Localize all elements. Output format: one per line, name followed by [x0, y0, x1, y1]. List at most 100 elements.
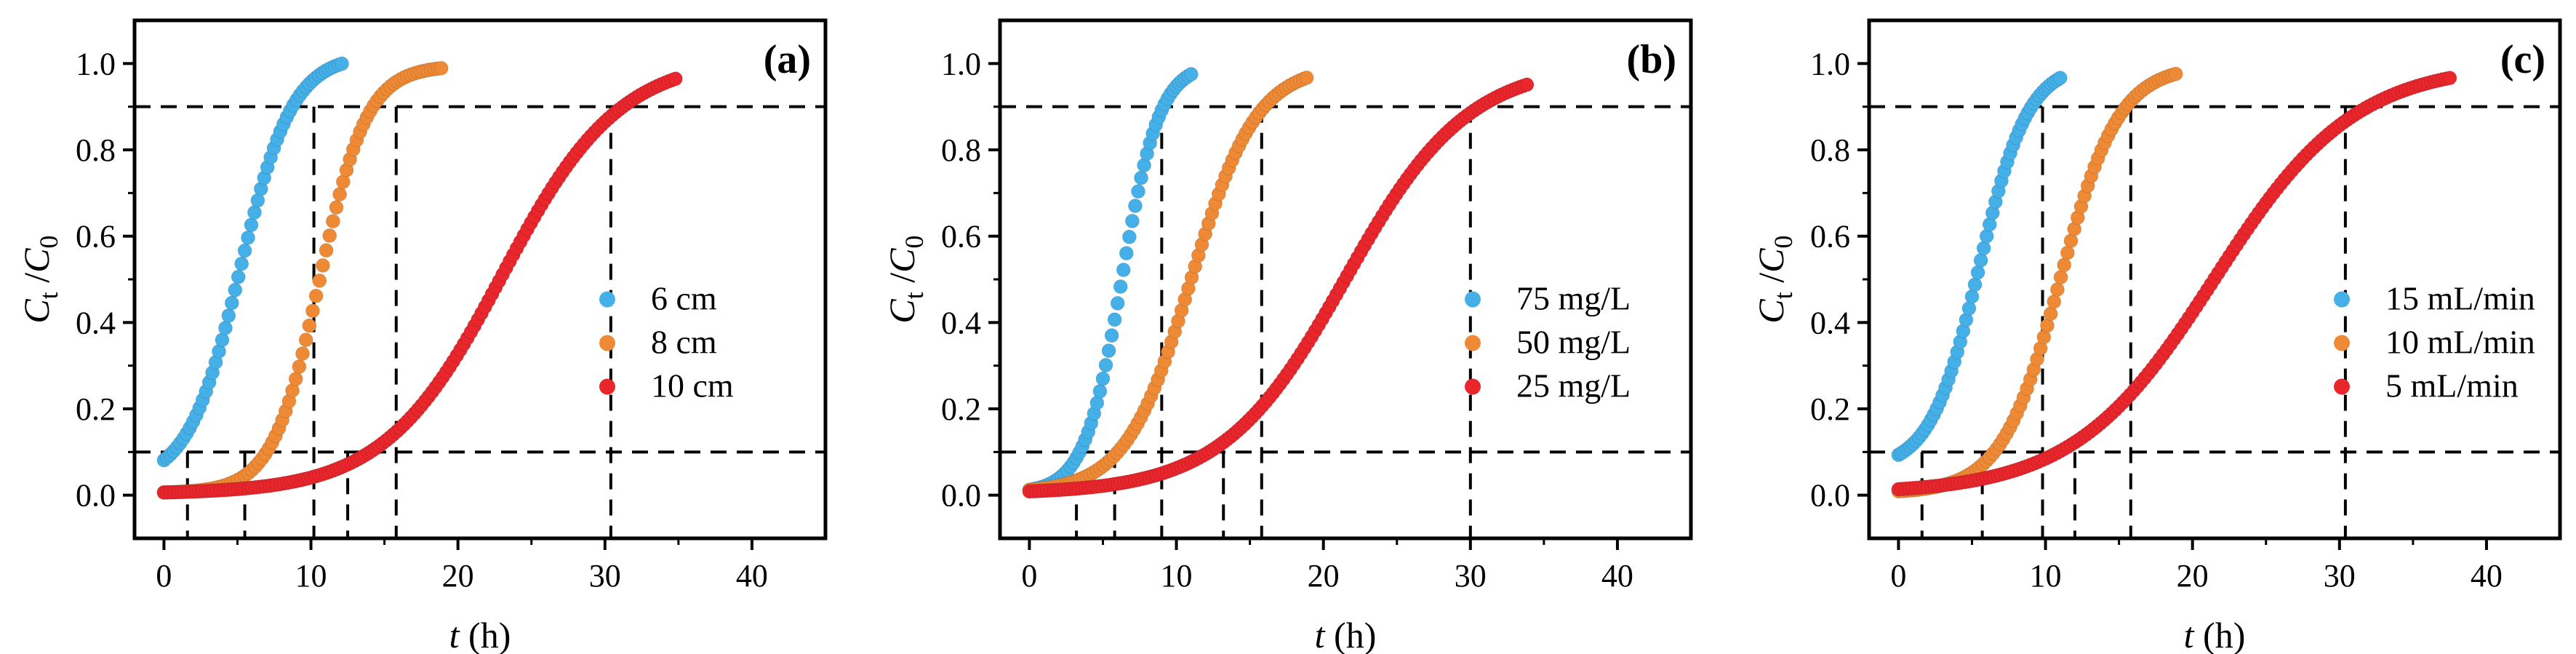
data-point — [1107, 312, 1122, 327]
x-axis-variable: t — [449, 615, 460, 654]
y-axis-variable: C — [881, 299, 922, 324]
x-tick-label: 0 — [1021, 558, 1037, 594]
x-tick-label: 30 — [1455, 558, 1487, 594]
y-tick-label: 0.2 — [941, 391, 981, 427]
legend-marker — [1465, 378, 1481, 395]
legend-label: 15 mL/min — [2385, 280, 2535, 317]
y-axis-subscript-t: t — [34, 292, 63, 299]
x-tick-label: 0 — [156, 558, 172, 594]
y-tick-label: 0.6 — [76, 219, 116, 255]
data-point — [1121, 229, 1137, 244]
data-point — [224, 295, 239, 311]
data-point — [1127, 198, 1143, 213]
data-point — [308, 288, 324, 303]
data-point — [2057, 258, 2072, 273]
y-axis-subscript-0: 0 — [1769, 235, 1798, 248]
legend-label: 25 mg/L — [1516, 367, 1631, 404]
x-tick-label: 20 — [1308, 558, 1340, 594]
x-tick-label: 0 — [1890, 558, 1906, 594]
data-point — [1131, 184, 1145, 199]
series-6-cm — [156, 56, 349, 468]
x-tick-label: 40 — [2471, 558, 2503, 594]
data-point — [1124, 213, 1140, 228]
data-point — [1095, 371, 1111, 386]
y-tick-label: 1.0 — [1810, 46, 1850, 81]
y-tick-label: 0.8 — [76, 132, 116, 168]
legend-label: 75 mg/L — [1516, 280, 1631, 317]
series-50-mg-l — [1022, 70, 1314, 498]
y-tick-label: 0.6 — [941, 219, 981, 255]
y-axis-variable-2: C — [881, 248, 922, 273]
data-point — [433, 60, 449, 76]
data-point — [247, 205, 262, 220]
legend-label: 8 cm — [651, 324, 717, 361]
data-point — [1098, 357, 1113, 372]
data-point — [2168, 66, 2183, 81]
data-point — [231, 269, 246, 284]
data-point — [668, 71, 683, 87]
y-tick-label: 0.8 — [941, 132, 981, 168]
data-point — [305, 303, 320, 319]
legend-label: 6 cm — [651, 280, 717, 317]
data-point — [1299, 70, 1314, 85]
x-tick-label: 20 — [2177, 558, 2209, 594]
y-tick-label: 0.0 — [941, 478, 981, 514]
legend: 6 cm 8 cm 10 cm — [599, 280, 734, 404]
y-tick-label: 0.4 — [76, 305, 116, 340]
data-point — [1113, 279, 1128, 295]
panel-label: (b) — [1627, 37, 1676, 82]
legend-marker — [599, 335, 615, 351]
data-point — [1116, 263, 1131, 278]
legend-marker — [2334, 335, 2350, 351]
x-tick-label: 30 — [589, 558, 621, 594]
y-axis-subscript-0: 0 — [900, 235, 929, 248]
y-tick-label: 0.6 — [1810, 219, 1850, 255]
data-point — [1976, 241, 1991, 256]
x-axis-unit: (h) — [1325, 615, 1377, 654]
data-point — [319, 243, 334, 258]
data-point — [1183, 67, 1199, 82]
data-point — [1104, 328, 1119, 343]
data-point — [1110, 295, 1125, 311]
legend-label: 50 mg/L — [1516, 324, 1631, 361]
x-axis-variable: t — [1315, 615, 1326, 654]
data-point — [335, 56, 349, 71]
data-point — [2047, 294, 2062, 309]
x-axis-title: t (h) — [449, 615, 511, 654]
y-tick-label: 0.4 — [941, 305, 981, 340]
series-10-cm — [156, 71, 683, 500]
x-tick-label: 20 — [442, 558, 474, 594]
data-point — [221, 308, 236, 323]
x-axis-title: t (h) — [2184, 615, 2246, 654]
chart-panel-a: 0 10 20 30 400.00.20.40.60.81.0t (h)Ct /C0(a… — [16, 18, 828, 654]
data-point — [2052, 71, 2068, 86]
data-point — [241, 230, 256, 245]
data-point — [1119, 246, 1134, 261]
y-axis-title: Ct /C0 — [881, 235, 929, 323]
data-point — [315, 258, 330, 273]
y-tick-label: 0.8 — [1810, 132, 1850, 168]
panel-label: (c) — [2500, 37, 2545, 82]
x-axis-title: t (h) — [1315, 615, 1377, 654]
y-axis-title: Ct /C0 — [1751, 235, 1798, 323]
y-axis-subscript-t: t — [1769, 292, 1798, 299]
y-tick-label: 0.2 — [1810, 391, 1850, 427]
data-point — [288, 371, 303, 386]
series-10-ml-min — [1891, 66, 2183, 499]
data-point — [237, 243, 252, 258]
chart-panel-c: 0 10 20 30 400.00.20.40.60.81.0t (h)Ct /C0(c… — [1751, 18, 2562, 654]
x-axis-variable: t — [2184, 615, 2195, 654]
data-point — [329, 200, 344, 215]
series-25-mg-l — [1022, 77, 1535, 499]
data-point — [298, 332, 313, 348]
legend-marker — [1465, 291, 1481, 308]
data-point — [2043, 306, 2058, 322]
data-point — [1964, 289, 1980, 304]
legend-label: 10 cm — [651, 367, 734, 404]
legend-marker — [599, 378, 615, 395]
y-tick-label: 0.0 — [76, 478, 116, 514]
data-point — [295, 346, 311, 362]
data-point — [332, 187, 348, 202]
data-point — [234, 256, 249, 271]
